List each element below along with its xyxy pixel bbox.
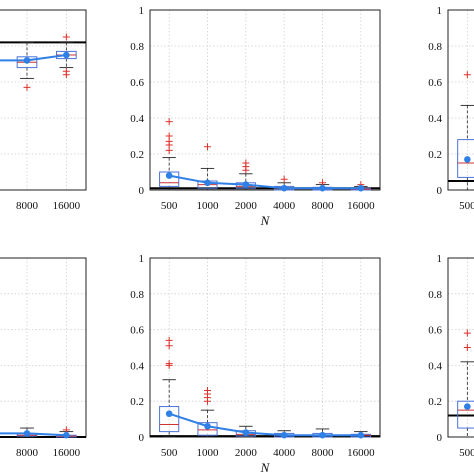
panel-p5: 0 0.2 0.4 0.6 0.8 1 500 1000 2000 4000 8000 16000 N bbox=[130, 253, 381, 474]
mean-point bbox=[63, 51, 70, 59]
x-tick-label: 1000 bbox=[197, 447, 220, 459]
x-tick-label: 16000 bbox=[53, 447, 81, 459]
mean-point bbox=[280, 431, 288, 439]
mean-point bbox=[165, 410, 173, 418]
y-tick-label: 0 bbox=[437, 432, 443, 444]
y-tick-label: 0.6 bbox=[428, 77, 442, 89]
box bbox=[457, 400, 474, 429]
mean-point bbox=[319, 431, 326, 439]
y-tick-label: 0.8 bbox=[130, 289, 144, 301]
y-tick-label: 0.8 bbox=[130, 41, 144, 53]
y-tick-label: 0.2 bbox=[130, 149, 144, 161]
mean-point bbox=[280, 184, 288, 192]
x-tick-label: 16000 bbox=[53, 200, 81, 212]
x-tick-label: 8000 bbox=[312, 447, 335, 459]
outlier-marker bbox=[165, 342, 173, 350]
outlier-marker bbox=[165, 118, 173, 126]
panel-p6: 0 0.2 0.4 0.6 0.8 1 500 bbox=[428, 253, 474, 459]
box bbox=[457, 139, 474, 178]
x-tick-label: 500 bbox=[459, 200, 474, 212]
axes-frame bbox=[0, 257, 87, 438]
y-tick-label: 0.4 bbox=[428, 360, 442, 372]
outlier-marker bbox=[23, 83, 31, 91]
mean-point bbox=[242, 181, 250, 188]
y-tick-label: 0.6 bbox=[428, 325, 442, 337]
y-tick-label: 0.2 bbox=[428, 149, 442, 161]
y-tick-label: 0.8 bbox=[428, 41, 442, 53]
outlier-marker bbox=[62, 33, 70, 41]
y-tick-label: 0.8 bbox=[428, 289, 442, 301]
y-tick-label: 0 bbox=[139, 185, 145, 197]
x-axis-title: N bbox=[260, 460, 271, 474]
axes-frame bbox=[149, 257, 381, 438]
y-tick-label: 0.4 bbox=[130, 360, 144, 372]
x-tick-label: 500 bbox=[161, 200, 178, 212]
mean-line bbox=[168, 412, 361, 437]
mean-point bbox=[242, 429, 250, 436]
axes-frame bbox=[0, 9, 87, 191]
outlier-marker bbox=[242, 166, 250, 174]
x-tick-label: 16000 bbox=[347, 447, 375, 459]
mean-point bbox=[357, 431, 365, 439]
mean-point bbox=[23, 57, 31, 64]
y-tick-label: 0.4 bbox=[428, 113, 442, 125]
y-tick-label: 0 bbox=[437, 185, 443, 197]
mean-point bbox=[204, 179, 211, 187]
mean-point bbox=[165, 172, 173, 179]
box bbox=[159, 171, 180, 187]
outlier-marker bbox=[204, 143, 211, 151]
outlier-marker bbox=[62, 71, 70, 79]
mean-point bbox=[357, 184, 365, 192]
y-tick-label: 0.2 bbox=[130, 396, 144, 408]
y-tick-label: 1 bbox=[437, 5, 443, 17]
x-tick-label: 4000 bbox=[273, 200, 296, 212]
y-tick-label: 1 bbox=[139, 253, 145, 265]
x-tick-label: 2000 bbox=[235, 200, 258, 212]
panel-p3: 0 0.2 0.4 0.6 0.8 1 500 bbox=[428, 5, 474, 212]
panel-p2: 0 0.2 0.4 0.6 0.8 1 500 1000 2000 4000 8000 16000 N bbox=[130, 5, 381, 228]
y-tick-label: 0.6 bbox=[130, 325, 144, 337]
mean-line bbox=[168, 174, 361, 190]
x-tick-label: 8000 bbox=[312, 200, 335, 212]
y-tick-label: 1 bbox=[139, 5, 145, 17]
y-tick-label: 0.6 bbox=[130, 77, 144, 89]
x-axis-title: N bbox=[260, 213, 271, 228]
box bbox=[159, 406, 180, 433]
mean-point bbox=[23, 430, 31, 437]
x-tick-label: 8000 bbox=[16, 447, 39, 459]
axes-frame bbox=[149, 9, 381, 191]
y-tick-label: 0.4 bbox=[130, 113, 144, 125]
outlier-marker bbox=[280, 175, 288, 183]
mean-point bbox=[63, 431, 70, 439]
outlier-marker bbox=[463, 329, 471, 337]
y-tick-label: 0.2 bbox=[428, 396, 442, 408]
box bbox=[197, 422, 218, 436]
x-tick-label: 500 bbox=[459, 447, 474, 459]
mean-point bbox=[464, 156, 471, 163]
outlier-marker bbox=[204, 397, 211, 405]
outlier-marker bbox=[165, 361, 173, 369]
axes-frame bbox=[447, 257, 474, 438]
y-tick-label: 0 bbox=[139, 432, 145, 444]
mean-point bbox=[319, 184, 326, 192]
x-tick-label: 500 bbox=[161, 447, 178, 459]
x-tick-label: 2000 bbox=[235, 447, 258, 459]
x-tick-label: 4000 bbox=[273, 447, 296, 459]
x-tick-label: 8000 bbox=[16, 200, 39, 212]
outlier-marker bbox=[463, 71, 471, 79]
outlier-marker bbox=[463, 344, 471, 351]
y-tick-label: 1 bbox=[437, 253, 443, 265]
mean-point bbox=[204, 422, 211, 430]
x-tick-label: 1000 bbox=[197, 200, 220, 212]
x-tick-label: 16000 bbox=[347, 200, 375, 212]
axes-frame bbox=[447, 9, 474, 191]
outlier-marker bbox=[165, 146, 173, 154]
mean-point bbox=[464, 403, 471, 410]
